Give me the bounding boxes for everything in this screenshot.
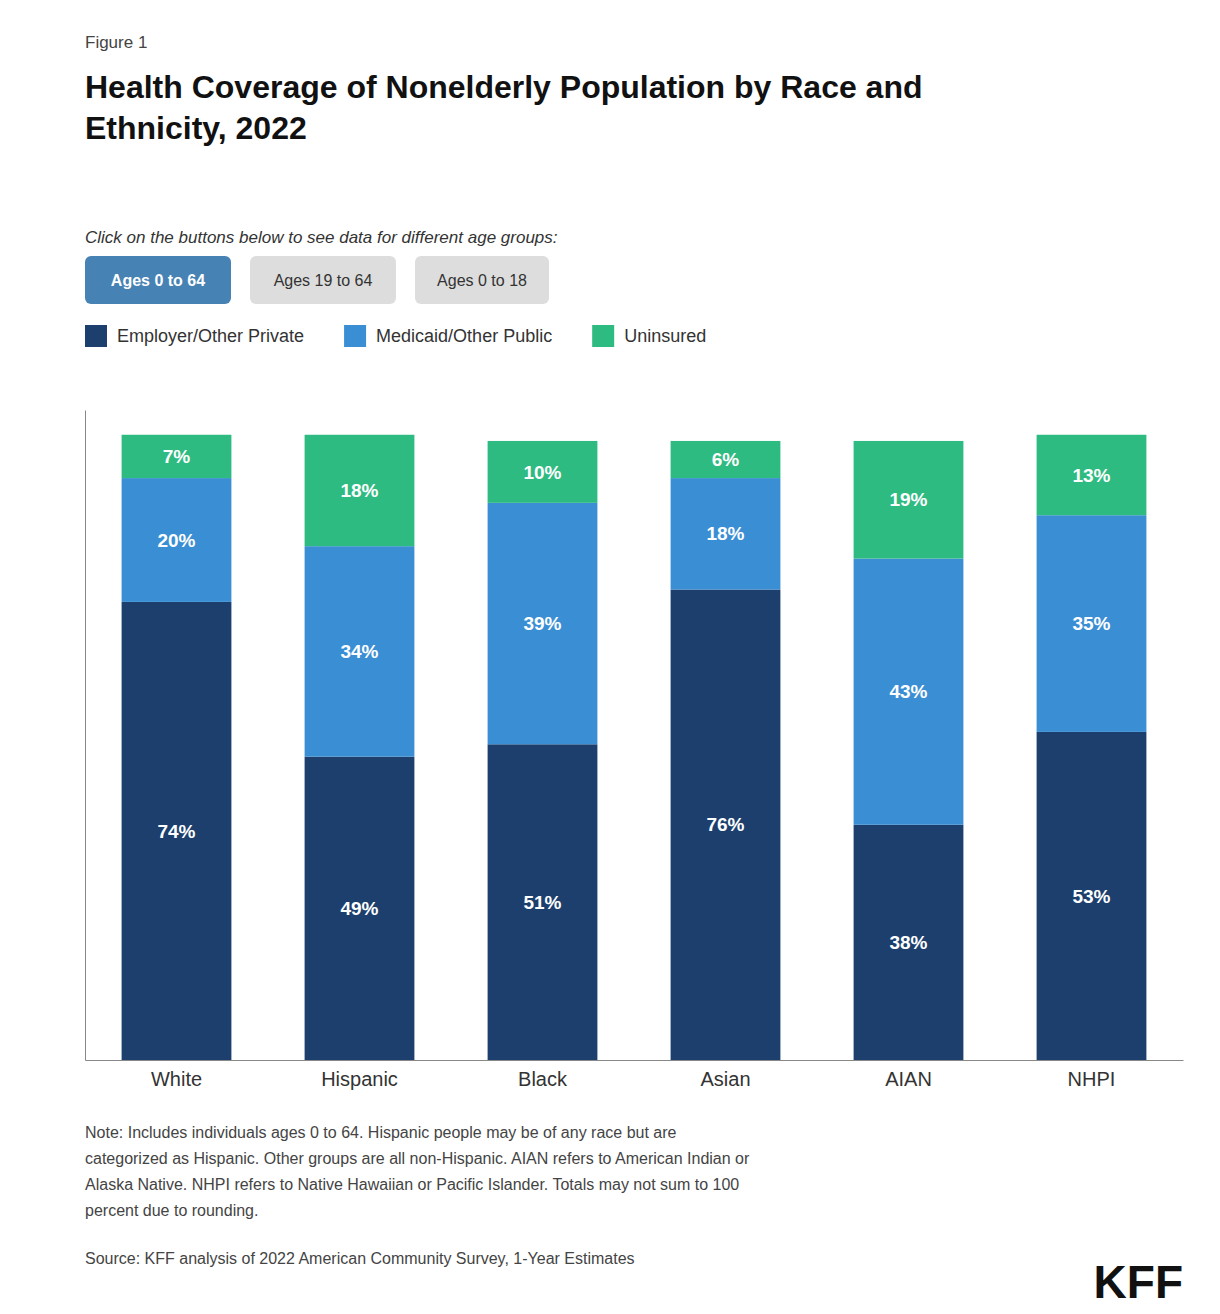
x-tick: Asian bbox=[700, 1068, 750, 1090]
x-tick-label: Asian bbox=[700, 1068, 750, 1090]
legend-item: Medicaid/Other Public bbox=[344, 325, 552, 347]
bar-segment bbox=[122, 478, 232, 602]
data-label: 38% bbox=[889, 932, 927, 953]
title: Health Coverage of Nonelderly Population… bbox=[85, 69, 923, 146]
bar-segment bbox=[122, 602, 232, 1060]
data-label: 6% bbox=[712, 449, 740, 470]
legend-item: Employer/Other Private bbox=[85, 325, 304, 347]
bar-segment bbox=[854, 559, 964, 825]
data-label: 49% bbox=[340, 898, 378, 919]
data-label: 18% bbox=[706, 523, 744, 544]
x-tick: Black bbox=[518, 1068, 568, 1090]
bar-segment bbox=[305, 757, 415, 1060]
x-tick-label: NHPI bbox=[1068, 1068, 1116, 1090]
data-label: 10% bbox=[523, 462, 561, 483]
button: Ages 19 to 64 bbox=[250, 256, 396, 304]
legend-swatch bbox=[592, 325, 614, 347]
x-axis: White Hispanic Black Asian AIAN NHPI bbox=[86, 1061, 1184, 1091]
x-tick-label: AIAN bbox=[885, 1068, 932, 1090]
bar-segment bbox=[488, 744, 598, 1060]
legend-swatch bbox=[85, 325, 107, 347]
bar-segment bbox=[122, 435, 232, 478]
bar-segment bbox=[671, 478, 781, 589]
bar-segment bbox=[1037, 515, 1147, 732]
button-background bbox=[250, 256, 396, 304]
bar-segment bbox=[671, 590, 781, 1060]
bar-segment bbox=[1037, 435, 1147, 515]
bar-segment bbox=[305, 435, 415, 546]
data-labels: 74% 49% 51% 76% 38% 53% 20% 34% 39% 18% 43% 35% 7% 18… bbox=[157, 446, 1110, 953]
button-background bbox=[415, 256, 549, 304]
x-axis-line bbox=[86, 1060, 1184, 1061]
data-label: 34% bbox=[340, 641, 378, 662]
button-background bbox=[85, 256, 231, 304]
bar-series bbox=[122, 590, 1147, 1060]
legend-label: Uninsured bbox=[624, 326, 706, 346]
chart: Figure 1 Health Coverage of Nonelderly Po… bbox=[0, 0, 1220, 1314]
data-label: 20% bbox=[157, 530, 195, 551]
data-label: 18% bbox=[340, 480, 378, 501]
x-tick-label: White bbox=[151, 1068, 202, 1090]
data-label: 53% bbox=[1072, 886, 1110, 907]
logo: KFF bbox=[1094, 1256, 1183, 1308]
legend-label: Employer/Other Private bbox=[117, 326, 304, 346]
y-axis bbox=[85, 411, 86, 1061]
x-tick: NHPI bbox=[1068, 1068, 1116, 1090]
data-label: 35% bbox=[1072, 613, 1110, 634]
data-label: 13% bbox=[1072, 465, 1110, 486]
data-label: 43% bbox=[889, 681, 927, 702]
subtitle: Click on the buttons below to see data f… bbox=[85, 228, 558, 247]
data-label: 19% bbox=[889, 489, 927, 510]
figure-label: Figure 1 bbox=[85, 33, 147, 52]
bar-segment bbox=[305, 546, 415, 756]
x-tick-label: Black bbox=[518, 1068, 568, 1090]
bar-segment bbox=[1037, 732, 1147, 1060]
x-tick-label: Hispanic bbox=[321, 1068, 398, 1090]
buttons: Ages 0 to 64 Ages 19 to 64 Ages 0 to 18 bbox=[85, 256, 549, 304]
bar-series bbox=[122, 478, 1147, 825]
bar-segment bbox=[854, 825, 964, 1060]
bar-segment bbox=[854, 441, 964, 559]
x-tick: AIAN bbox=[885, 1068, 932, 1090]
legend-item: Uninsured bbox=[592, 325, 706, 347]
bar-segment bbox=[671, 441, 781, 478]
data-label: 7% bbox=[163, 446, 191, 467]
x-tick: Hispanic bbox=[321, 1068, 398, 1090]
bar-segment bbox=[488, 503, 598, 744]
button-label: Ages 0 to 18 bbox=[437, 272, 527, 289]
y-axis-line bbox=[85, 411, 86, 1061]
legend-swatch bbox=[344, 325, 366, 347]
source: Source: KFF analysis of 2022 American Co… bbox=[85, 1250, 635, 1267]
data-label: 74% bbox=[157, 821, 195, 842]
legend: Employer/Other Private Medicaid/Other Pub… bbox=[85, 325, 706, 347]
button-label: Ages 0 to 64 bbox=[111, 272, 205, 289]
button-label: Ages 19 to 64 bbox=[274, 272, 373, 289]
data-label: 39% bbox=[523, 613, 561, 634]
data-label: 76% bbox=[706, 814, 744, 835]
button: Ages 0 to 64 bbox=[85, 256, 231, 304]
button: Ages 0 to 18 bbox=[415, 256, 549, 304]
note: Note: Includes individuals ages 0 to 64.… bbox=[85, 1124, 750, 1219]
bar-segment bbox=[488, 441, 598, 503]
bars bbox=[122, 435, 1147, 1060]
legend-label: Medicaid/Other Public bbox=[376, 326, 552, 346]
x-tick: White bbox=[151, 1068, 202, 1090]
data-label: 51% bbox=[523, 892, 561, 913]
bar-series bbox=[122, 435, 1147, 559]
